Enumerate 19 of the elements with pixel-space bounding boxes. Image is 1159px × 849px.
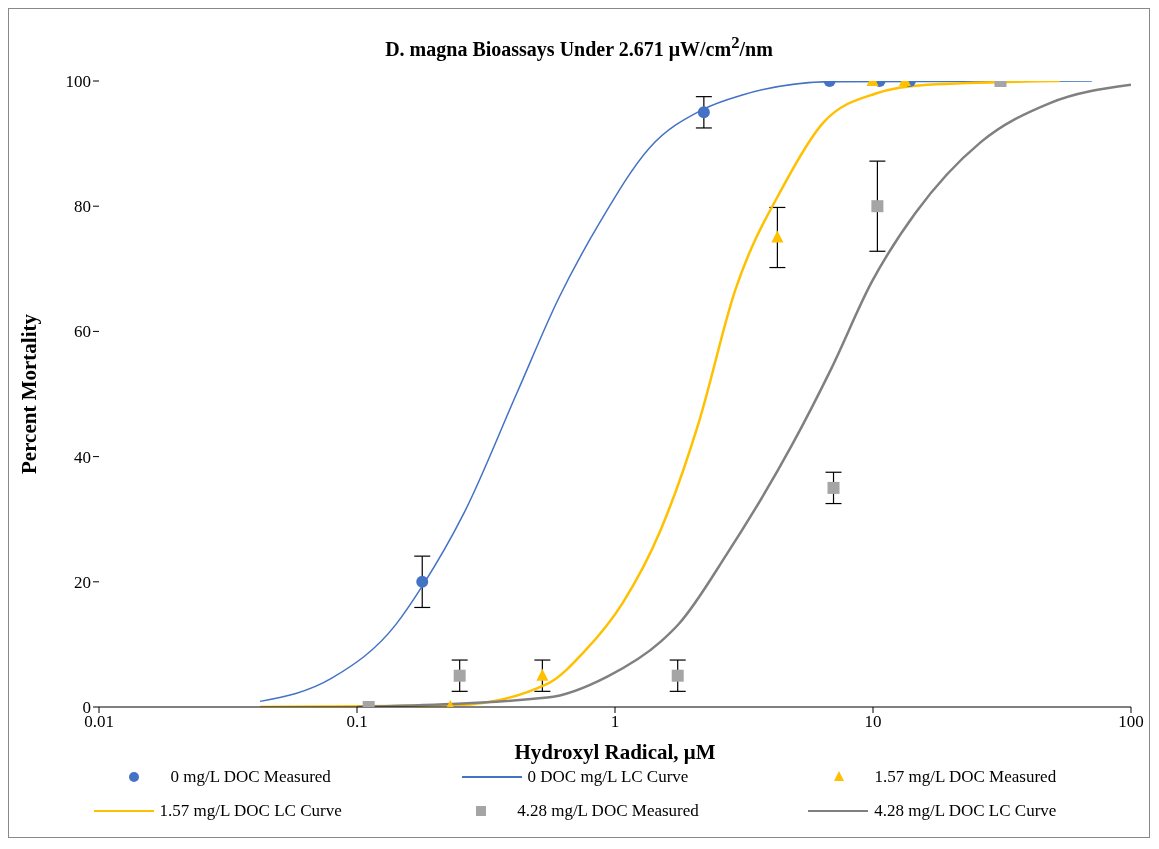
chart-title: D. magna Bioassays Under 2.671 μW/cm$^{2}$/nm [384,33,774,61]
x-tick-label: 10 [864,711,882,731]
x-tick-label: 100 [1118,711,1144,731]
x-tick-label: 0.1 [346,711,368,731]
y-tick-label: 60 [74,322,91,342]
x-tick-label: 1 [610,711,620,731]
legend-label: 0 DOC mg/L LC Curve [527,766,689,787]
y-tick-label: 20 [74,572,91,592]
y-tick-label: 40 [74,447,91,467]
legend-label: 1.57 mg/L DOC LC Curve [159,800,342,821]
legend-label: 4.28 mg/L DOC LC Curve [874,800,1057,821]
legend-label: 4.28 mg/L DOC Measured [517,800,699,821]
y-axis-title: Percent Mortality [17,313,42,474]
y-tick-label: 100 [65,71,91,91]
x-axis-title: Hydroxyl Radical, μM [514,739,716,764]
legend-label: 0 mg/L DOC Measured [170,766,331,787]
legend-label: 1.57 mg/L DOC Measured [874,766,1057,787]
y-tick-label: 0 [82,697,91,717]
y-tick-label: 80 [74,196,91,216]
